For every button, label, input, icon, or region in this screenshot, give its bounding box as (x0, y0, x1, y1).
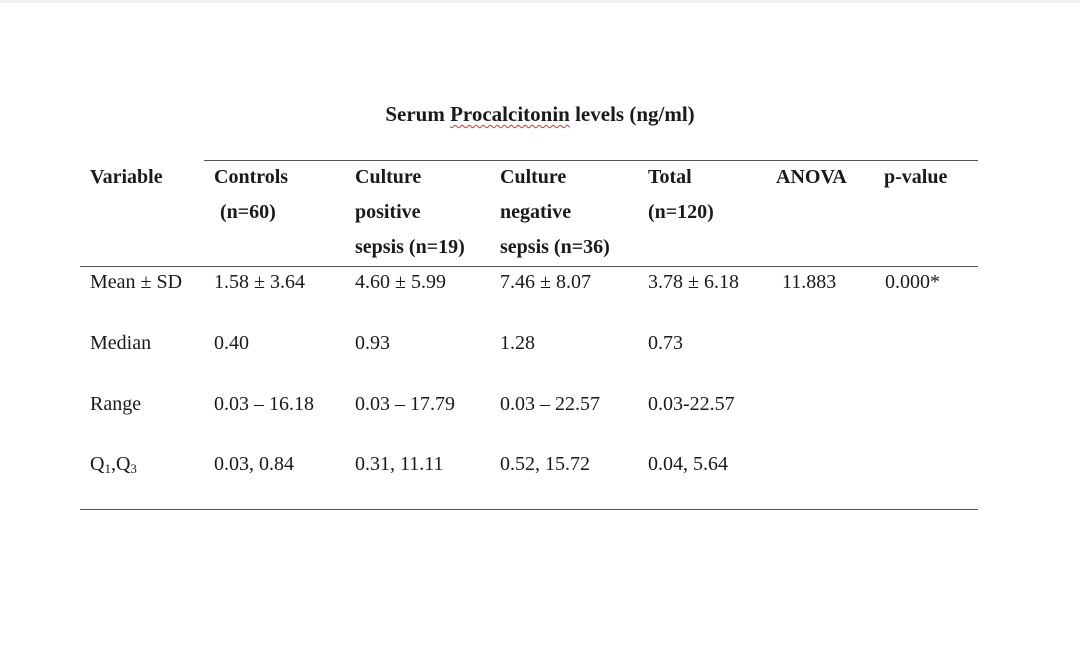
cell-quartiles-total: 0.04, 5.64 (648, 453, 728, 475)
col-header-anova: ANOVA (776, 160, 847, 195)
cell-mean-sd-pvalue: 0.000* (885, 271, 940, 293)
title-prefix: Serum (385, 102, 451, 126)
cell-range-controls: 0.03 – 16.18 (214, 393, 314, 415)
cell-quartiles-culture-negative: 0.52, 15.72 (500, 453, 590, 475)
col-header-pvalue-line: p-value (884, 166, 948, 188)
cell-mean-sd-total: 3.78 ± 6.18 (648, 271, 739, 293)
row-label-quartiles: Q1,Q3 (90, 447, 137, 482)
cell-median-culture-positive: 0.93 (355, 332, 390, 354)
row-label-range: Range (90, 393, 142, 415)
header-top-rule (204, 160, 978, 161)
cell-range-total: 0.03-22.57 (648, 393, 735, 415)
col-header-anova-line: ANOVA (776, 166, 847, 188)
col-header-total-line1: Total (648, 166, 692, 188)
cell-mean-sd-culture-positive: 4.60 ± 5.99 (355, 271, 446, 293)
cell-range-culture-positive: 0.03 – 17.79 (355, 393, 455, 415)
quartile-q-letter: Q (90, 453, 105, 475)
quartile-sub-1: 1 (104, 461, 111, 476)
title-spellcheck-word: Procalcitonin (450, 102, 570, 126)
col-header-culture-positive: Culture positive sepsis (n=19) (355, 160, 465, 265)
cell-median-total: 0.73 (648, 332, 683, 354)
quartile-sub-3: 3 (130, 461, 137, 476)
col-header-culture-negative-line1: Culture (500, 166, 567, 188)
col-header-controls-line2: (n=60) (220, 201, 276, 223)
col-header-total: Total (n=120) (648, 160, 714, 230)
col-header-culture-positive-line3: sepsis (n=19) (355, 236, 465, 258)
col-header-total-line2: (n=120) (648, 201, 714, 223)
row-label-median: Median (90, 332, 152, 354)
col-header-culture-positive-line1: Culture (355, 166, 422, 188)
cell-quartiles-controls: 0.03, 0.84 (214, 453, 294, 475)
col-header-controls-line1: Controls (214, 166, 289, 188)
table-title: Serum Procalcitonin levels (ng/ml) (0, 101, 1080, 127)
col-header-controls: Controls (n=60) (214, 160, 288, 230)
col-header-variable-line: Variable (90, 166, 163, 188)
col-header-culture-positive-line2: positive (355, 201, 421, 223)
col-header-culture-negative: Culture negative sepsis (n=36) (500, 160, 610, 265)
cell-mean-sd-controls: 1.58 ± 3.64 (214, 271, 305, 293)
row-label-mean-sd: Mean ± SD (90, 271, 183, 293)
quartile-separator: ,Q (110, 453, 131, 475)
window-top-edge (0, 0, 1080, 3)
cell-mean-sd-culture-negative: 7.46 ± 8.07 (500, 271, 591, 293)
table-bottom-rule (80, 509, 978, 510)
title-suffix: levels (ng/ml) (569, 102, 695, 126)
col-header-variable: Variable (90, 160, 163, 195)
cell-mean-sd-anova: 11.883 (782, 271, 837, 293)
col-header-pvalue: p-value (884, 160, 947, 195)
cell-median-controls: 0.40 (214, 332, 249, 354)
col-header-culture-negative-line2: negative (500, 201, 572, 223)
header-bottom-rule (80, 266, 978, 267)
cell-range-culture-negative: 0.03 – 22.57 (500, 393, 600, 415)
cell-quartiles-culture-positive: 0.31, 11.11 (355, 453, 444, 475)
cell-median-culture-negative: 1.28 (500, 332, 535, 354)
col-header-culture-negative-line3: sepsis (n=36) (500, 236, 610, 258)
